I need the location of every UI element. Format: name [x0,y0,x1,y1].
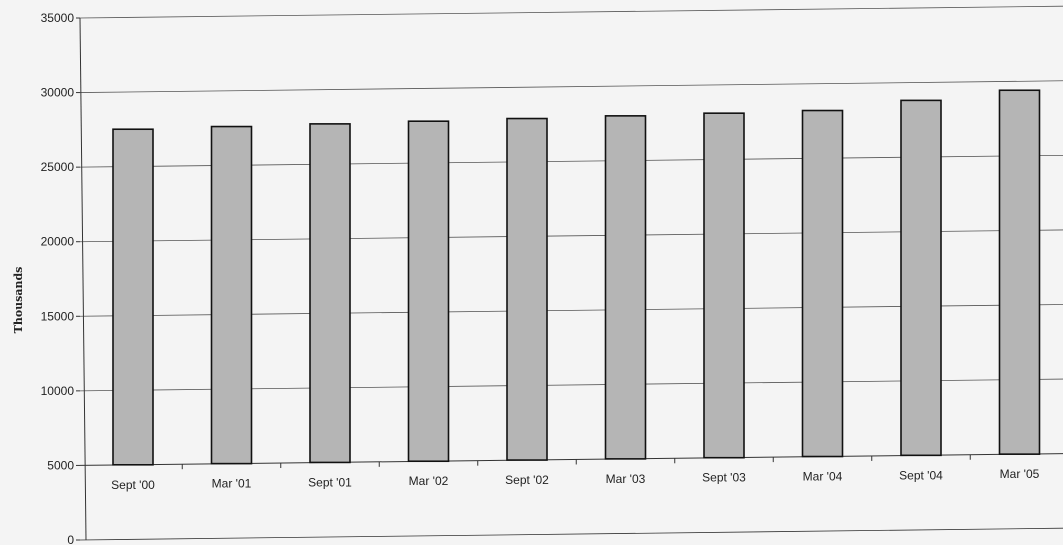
bar [407,120,450,463]
x-tick-label: Mar '03 [606,472,646,486]
y-tick-label: 5000 [47,458,74,472]
x-tick-label: Sept '03 [702,471,746,485]
x-tick-label: Mar '01 [212,477,252,491]
y-tick-label: 30000 [41,86,75,100]
bars [112,89,1041,466]
y-tick-labels: 0 5000 10000 15000 20000 25000 30000 35000 [41,11,80,545]
x-tick-label: Mar '04 [803,470,843,484]
bar [604,115,647,460]
x-tick-label: Mar '02 [409,474,449,488]
zero-line [79,527,1063,541]
bar [998,89,1041,455]
bar [112,128,154,466]
y-tick-label: 10000 [41,384,75,398]
x-tick-labels: Sept '00 Mar '01 Sept '01 Mar '02 Sept '02 Ma… [111,454,1040,492]
y-tick-label: 20000 [41,235,75,249]
gridline [79,80,1063,93]
x-tick-label: Sept '01 [308,475,352,489]
bar [900,99,942,457]
bar [506,117,548,461]
y-axis-line [79,17,87,540]
gridline [79,5,1063,19]
y-tick-label: 0 [67,533,74,545]
x-tick-label: Sept '02 [505,473,549,487]
bar [703,112,745,459]
x-tick-label: Sept '00 [111,478,155,492]
x-tick-label: Mar '05 [1000,467,1040,481]
bar [309,123,351,464]
bar [210,125,253,465]
bar [801,109,844,458]
y-tick-label: 15000 [41,309,75,323]
y-tick-label: 35000 [41,11,75,25]
y-tick-label: 25000 [41,160,75,174]
x-tick-label: Sept '04 [899,468,943,482]
y-axis-label: Thousands [12,267,25,334]
